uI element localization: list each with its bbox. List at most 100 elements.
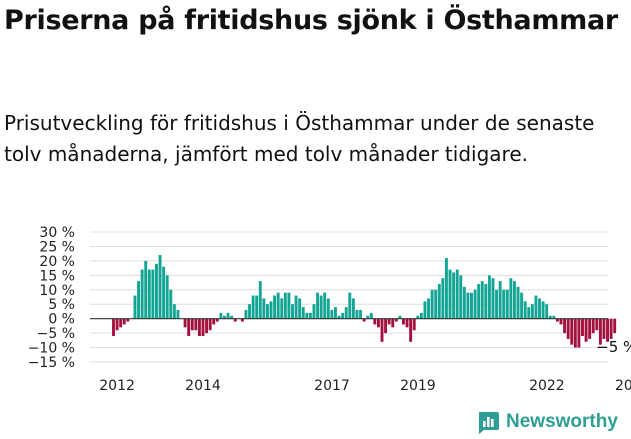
bar — [176, 310, 180, 319]
bar — [491, 278, 495, 319]
bar — [258, 281, 262, 319]
bar — [273, 295, 277, 319]
bar — [462, 286, 466, 319]
bar — [538, 298, 541, 319]
bar — [197, 318, 201, 336]
bar — [137, 281, 141, 319]
bar — [369, 312, 373, 319]
bar — [581, 318, 584, 336]
y-axis-tick-labels: 30 %25 %20 %15 %10 %5 %0 %−5 %−10 %−15 % — [28, 225, 75, 371]
bar — [520, 292, 524, 319]
bar — [183, 318, 187, 328]
bar — [441, 278, 445, 319]
bar — [541, 301, 545, 319]
bar — [577, 318, 581, 348]
bar — [140, 269, 144, 319]
bar — [240, 318, 244, 322]
bar — [319, 295, 323, 319]
bar — [362, 318, 366, 322]
bar — [165, 275, 169, 319]
bar — [208, 318, 212, 331]
bar — [155, 263, 158, 319]
bar — [588, 318, 592, 339]
y-tick-label: 5 % — [48, 297, 75, 313]
bar — [498, 281, 502, 319]
bar — [112, 318, 115, 336]
bar — [276, 292, 280, 319]
bar — [516, 286, 520, 319]
bar — [244, 310, 248, 319]
bar — [265, 304, 269, 319]
bar — [294, 295, 298, 319]
bar — [384, 318, 388, 334]
bar — [269, 301, 273, 319]
bar — [423, 301, 427, 319]
bar — [545, 304, 549, 319]
y-tick-label: 0 % — [48, 312, 75, 328]
bar — [326, 298, 330, 319]
bar — [147, 269, 151, 319]
bar — [380, 318, 384, 342]
y-tick-label: −10 % — [28, 341, 75, 357]
bar — [144, 260, 148, 319]
bars — [112, 255, 617, 348]
bar — [402, 318, 405, 325]
bar — [419, 312, 423, 319]
bar — [523, 301, 527, 319]
bar — [487, 275, 491, 319]
bar — [595, 318, 599, 331]
bar — [226, 312, 230, 319]
bar — [194, 318, 198, 331]
bar — [606, 318, 609, 342]
bar — [298, 298, 302, 319]
bar — [495, 289, 499, 319]
bar — [405, 318, 409, 328]
bar — [316, 292, 320, 319]
bar — [255, 295, 259, 319]
bar — [126, 318, 130, 322]
bar — [470, 292, 473, 319]
bar — [502, 289, 506, 319]
bar — [201, 318, 205, 336]
brand-name: Newsworthy — [506, 411, 618, 432]
chart-title: Priserna på fritidshus sjönk i Östhammar — [4, 5, 618, 36]
bar — [394, 318, 398, 322]
bar — [452, 272, 456, 319]
bar — [251, 295, 255, 319]
bar — [308, 312, 312, 319]
bar — [162, 266, 166, 319]
bar — [291, 304, 294, 319]
bar — [187, 318, 191, 336]
bar — [366, 315, 370, 319]
bar — [459, 275, 463, 319]
bar — [398, 315, 402, 319]
bar — [430, 289, 434, 319]
bar — [355, 310, 359, 319]
bar — [212, 318, 216, 325]
newsworthy-chart-icon — [479, 412, 499, 434]
bar — [115, 318, 119, 331]
bar — [555, 318, 559, 322]
bar — [602, 318, 606, 339]
bar — [172, 304, 176, 319]
bar — [323, 292, 327, 319]
bar — [509, 278, 513, 319]
bar — [412, 318, 416, 331]
x-axis-tick-labels: 2012 2014 2017 2019 2022 2024 — [99, 378, 631, 394]
x-tick-label: 2019 — [400, 378, 436, 394]
bar — [376, 318, 380, 328]
bar — [409, 318, 413, 342]
bar — [609, 318, 613, 339]
x-tick-label: 2017 — [314, 378, 350, 394]
bar — [530, 304, 534, 319]
x-tick-label: 2012 — [99, 378, 135, 394]
bar — [437, 284, 441, 319]
bar — [455, 269, 459, 319]
bar — [480, 281, 484, 319]
bar — [591, 318, 595, 334]
bar — [233, 318, 237, 322]
bar — [341, 312, 345, 319]
x-tick-label: 2022 — [529, 378, 565, 394]
last-value-label: −5 % — [596, 338, 631, 356]
bar — [351, 298, 355, 319]
